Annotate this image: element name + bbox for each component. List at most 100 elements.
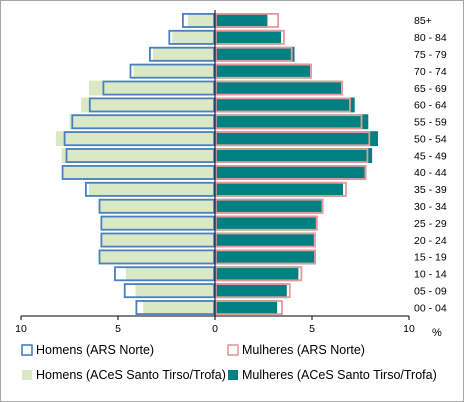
bar-mulheres-ars-16 bbox=[214, 29, 285, 45]
plot-area: 10 5 0 5 10 00 - 04 05 - 09 10 - 14 15 - 19 20 -… bbox=[15, 10, 447, 339]
bar-homens-ars-16 bbox=[168, 29, 216, 45]
legend-label-1: Mulheres (ARS Norte) bbox=[242, 343, 365, 357]
bar-mulheres-aces-5 bbox=[215, 215, 316, 231]
bar-homens-ars-4 bbox=[100, 232, 215, 248]
bar-homens-aces-8 bbox=[63, 165, 216, 180]
age-group-label-1: 05 - 09 bbox=[414, 286, 447, 298]
bar-mulheres-ars-5 bbox=[214, 215, 318, 231]
bar-mulheres-aces-17 bbox=[215, 13, 268, 28]
bar-homens-aces-12 bbox=[81, 97, 215, 113]
bar-mulheres-ars-13 bbox=[214, 80, 343, 96]
age-group-label-4: 20 - 24 bbox=[414, 235, 447, 247]
x-tick-label-4: 10 bbox=[403, 323, 415, 335]
bar-mulheres-ars-15 bbox=[214, 46, 293, 62]
homens-ars-bars bbox=[61, 12, 216, 316]
age-group-label-11: 55 - 59 bbox=[414, 117, 447, 129]
bar-mulheres-ars-1 bbox=[214, 283, 291, 299]
legend-label-3: Mulheres (ACeS Santo Tirso/Trofa) bbox=[242, 368, 437, 382]
bar-mulheres-ars-6 bbox=[214, 198, 324, 214]
bar-mulheres-aces-4 bbox=[215, 232, 314, 248]
bar-homens-ars-2 bbox=[114, 266, 215, 282]
x-tick-label-0: 10 bbox=[15, 323, 27, 335]
age-group-label-13: 65 - 69 bbox=[414, 83, 447, 95]
bar-mulheres-ars-0 bbox=[214, 300, 283, 316]
bar-mulheres-aces-9 bbox=[215, 148, 373, 163]
bar-homens-ars-17 bbox=[181, 12, 215, 28]
bar-homens-aces-14 bbox=[133, 63, 215, 79]
legend-swatch-2 bbox=[22, 370, 32, 380]
bar-mulheres-aces-7 bbox=[215, 181, 343, 197]
legend-swatch-1 bbox=[227, 344, 239, 356]
bar-homens-aces-1 bbox=[135, 283, 215, 299]
age-group-label-0: 00 - 04 bbox=[414, 302, 447, 314]
bar-homens-aces-10 bbox=[55, 131, 216, 147]
mulheres-ars-bars bbox=[214, 12, 371, 316]
bar-homens-aces-7 bbox=[88, 181, 215, 197]
bar-mulheres-aces-3 bbox=[215, 249, 316, 265]
bar-mulheres-ars-9 bbox=[214, 148, 369, 164]
bar-mulheres-aces-11 bbox=[215, 114, 369, 130]
legend-label-2: Homens (ACeS Santo Tirso/Trofa) bbox=[36, 368, 226, 382]
age-group-label-14: 70 - 74 bbox=[414, 66, 447, 78]
legend-swatch-3 bbox=[228, 370, 238, 380]
bar-mulheres-ars-2 bbox=[214, 266, 303, 282]
bar-homens-aces-11 bbox=[69, 114, 215, 130]
legend: Homens (ARS Norte) Mulheres (ARS Norte) Ho… bbox=[21, 343, 437, 382]
bar-homens-ars-7 bbox=[85, 181, 215, 197]
bar-homens-ars-6 bbox=[98, 198, 215, 214]
bar-homens-aces-9 bbox=[61, 148, 216, 163]
bar-mulheres-ars-3 bbox=[214, 249, 316, 265]
legend-swatch-0 bbox=[21, 344, 33, 356]
age-group-label-6: 30 - 34 bbox=[414, 201, 447, 213]
age-group-label-12: 60 - 64 bbox=[414, 100, 447, 112]
bar-mulheres-aces-13 bbox=[215, 80, 342, 96]
bar-mulheres-ars-14 bbox=[214, 63, 312, 79]
bar-homens-aces-3 bbox=[100, 249, 215, 265]
bar-mulheres-ars-7 bbox=[214, 181, 347, 197]
bar-homens-aces-16 bbox=[172, 29, 215, 45]
bar-mulheres-aces-1 bbox=[215, 283, 287, 299]
bar-mulheres-aces-6 bbox=[215, 198, 322, 214]
bar-homens-ars-15 bbox=[148, 46, 215, 62]
bar-homens-aces-13 bbox=[88, 80, 215, 96]
x-axis-unit-label: % bbox=[432, 327, 442, 339]
bar-mulheres-ars-8 bbox=[214, 164, 367, 180]
bar-homens-aces-5 bbox=[102, 215, 215, 231]
age-group-label-3: 15 - 19 bbox=[414, 252, 447, 264]
bar-mulheres-aces-15 bbox=[215, 46, 295, 62]
bar-mulheres-aces-10 bbox=[215, 131, 378, 147]
legend-label-0: Homens (ARS Norte) bbox=[36, 343, 154, 357]
mulheres-aces-bars bbox=[215, 13, 378, 315]
bar-homens-ars-11 bbox=[71, 114, 216, 130]
bar-homens-aces-15 bbox=[152, 46, 215, 62]
x-axis-ticks: 10 5 0 5 10 bbox=[15, 316, 415, 335]
bar-homens-aces-17 bbox=[187, 13, 215, 28]
bar-mulheres-aces-16 bbox=[215, 29, 281, 45]
bar-mulheres-ars-12 bbox=[214, 97, 351, 113]
homens-aces-bars bbox=[55, 13, 216, 315]
bar-homens-ars-13 bbox=[102, 80, 215, 96]
age-group-label-16: 80 - 84 bbox=[414, 32, 447, 44]
bar-mulheres-ars-4 bbox=[214, 232, 316, 248]
x-tick-label-1: 5 bbox=[115, 323, 121, 335]
bar-homens-aces-2 bbox=[125, 266, 215, 282]
bar-mulheres-aces-12 bbox=[215, 97, 355, 113]
bar-homens-ars-0 bbox=[135, 300, 215, 316]
x-tick-label-3: 5 bbox=[309, 323, 315, 335]
bar-mulheres-ars-10 bbox=[214, 131, 371, 147]
bar-homens-ars-9 bbox=[65, 148, 216, 164]
bar-homens-ars-10 bbox=[63, 131, 215, 147]
bar-homens-ars-1 bbox=[123, 283, 215, 299]
bar-homens-ars-5 bbox=[100, 215, 215, 231]
bar-homens-aces-0 bbox=[143, 300, 215, 315]
bar-mulheres-ars-17 bbox=[214, 12, 279, 28]
bar-mulheres-aces-2 bbox=[215, 266, 299, 282]
age-group-label-7: 35 - 39 bbox=[414, 184, 447, 196]
bar-mulheres-aces-8 bbox=[215, 165, 367, 180]
age-group-label-10: 50 - 54 bbox=[414, 134, 447, 146]
bar-homens-aces-4 bbox=[100, 232, 215, 248]
age-group-label-9: 45 - 49 bbox=[414, 150, 447, 162]
bar-homens-ars-8 bbox=[61, 164, 215, 180]
age-group-label-2: 10 - 14 bbox=[414, 269, 447, 281]
